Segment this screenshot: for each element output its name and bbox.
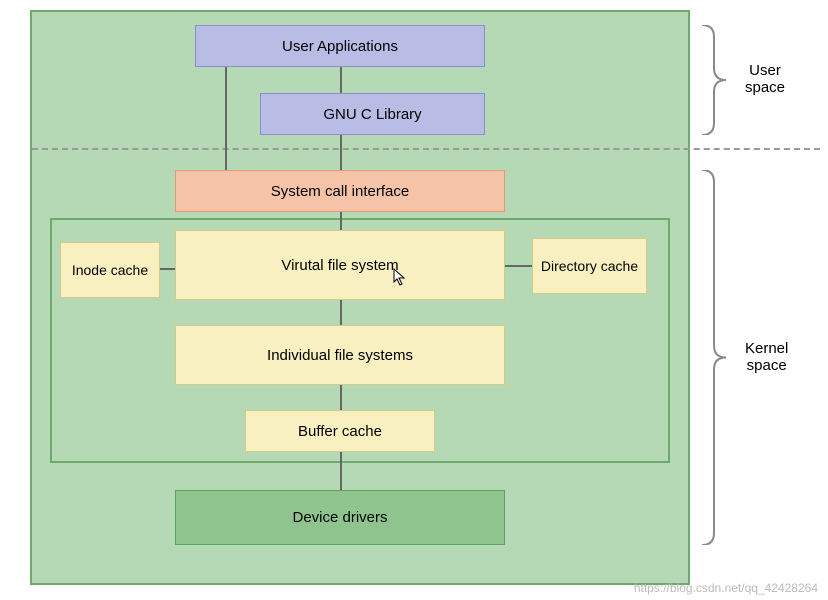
- edge-user_apps-syscall: [225, 67, 227, 170]
- edge-inode-vfs: [160, 268, 175, 270]
- node-buffer: Buffer cache: [245, 410, 435, 452]
- node-label-gnu_c: GNU C Library: [323, 106, 421, 123]
- user-kernel-divider: [32, 148, 820, 150]
- edge-gnu_c-syscall: [340, 135, 342, 170]
- brace-0: [700, 25, 730, 135]
- node-label-buffer: Buffer cache: [298, 423, 382, 440]
- node-syscall: System call interface: [175, 170, 505, 212]
- node-label-syscall: System call interface: [271, 183, 409, 200]
- brace-1: [700, 170, 730, 545]
- node-label-vfs: Virutal file system: [281, 257, 398, 274]
- node-label-dircache: Directory cache: [541, 258, 638, 274]
- node-vfs: Virutal file system: [175, 230, 505, 300]
- node-drivers: Device drivers: [175, 490, 505, 545]
- edge-vfs-indfs: [340, 300, 342, 325]
- node-user_apps: User Applications: [195, 25, 485, 67]
- brace-label-1: Kernelspace: [745, 340, 788, 374]
- cursor-icon: [393, 268, 407, 286]
- node-indfs: Individual file systems: [175, 325, 505, 385]
- edge-syscall-vfs: [340, 212, 342, 230]
- edge-indfs-buffer: [340, 385, 342, 410]
- watermark: https://blog.csdn.net/qq_42428264: [634, 581, 818, 595]
- edge-buffer-drivers: [340, 452, 342, 490]
- node-label-user_apps: User Applications: [282, 38, 398, 55]
- node-dircache: Directory cache: [532, 238, 647, 294]
- node-label-indfs: Individual file systems: [267, 347, 413, 364]
- node-gnu_c: GNU C Library: [260, 93, 485, 135]
- node-inode: Inode cache: [60, 242, 160, 298]
- node-label-drivers: Device drivers: [292, 509, 387, 526]
- brace-label-0: Userspace: [745, 62, 785, 96]
- edge-user_apps-gnu_c: [340, 67, 342, 93]
- node-label-inode: Inode cache: [72, 262, 148, 278]
- edge-vfs-dircache: [505, 265, 532, 267]
